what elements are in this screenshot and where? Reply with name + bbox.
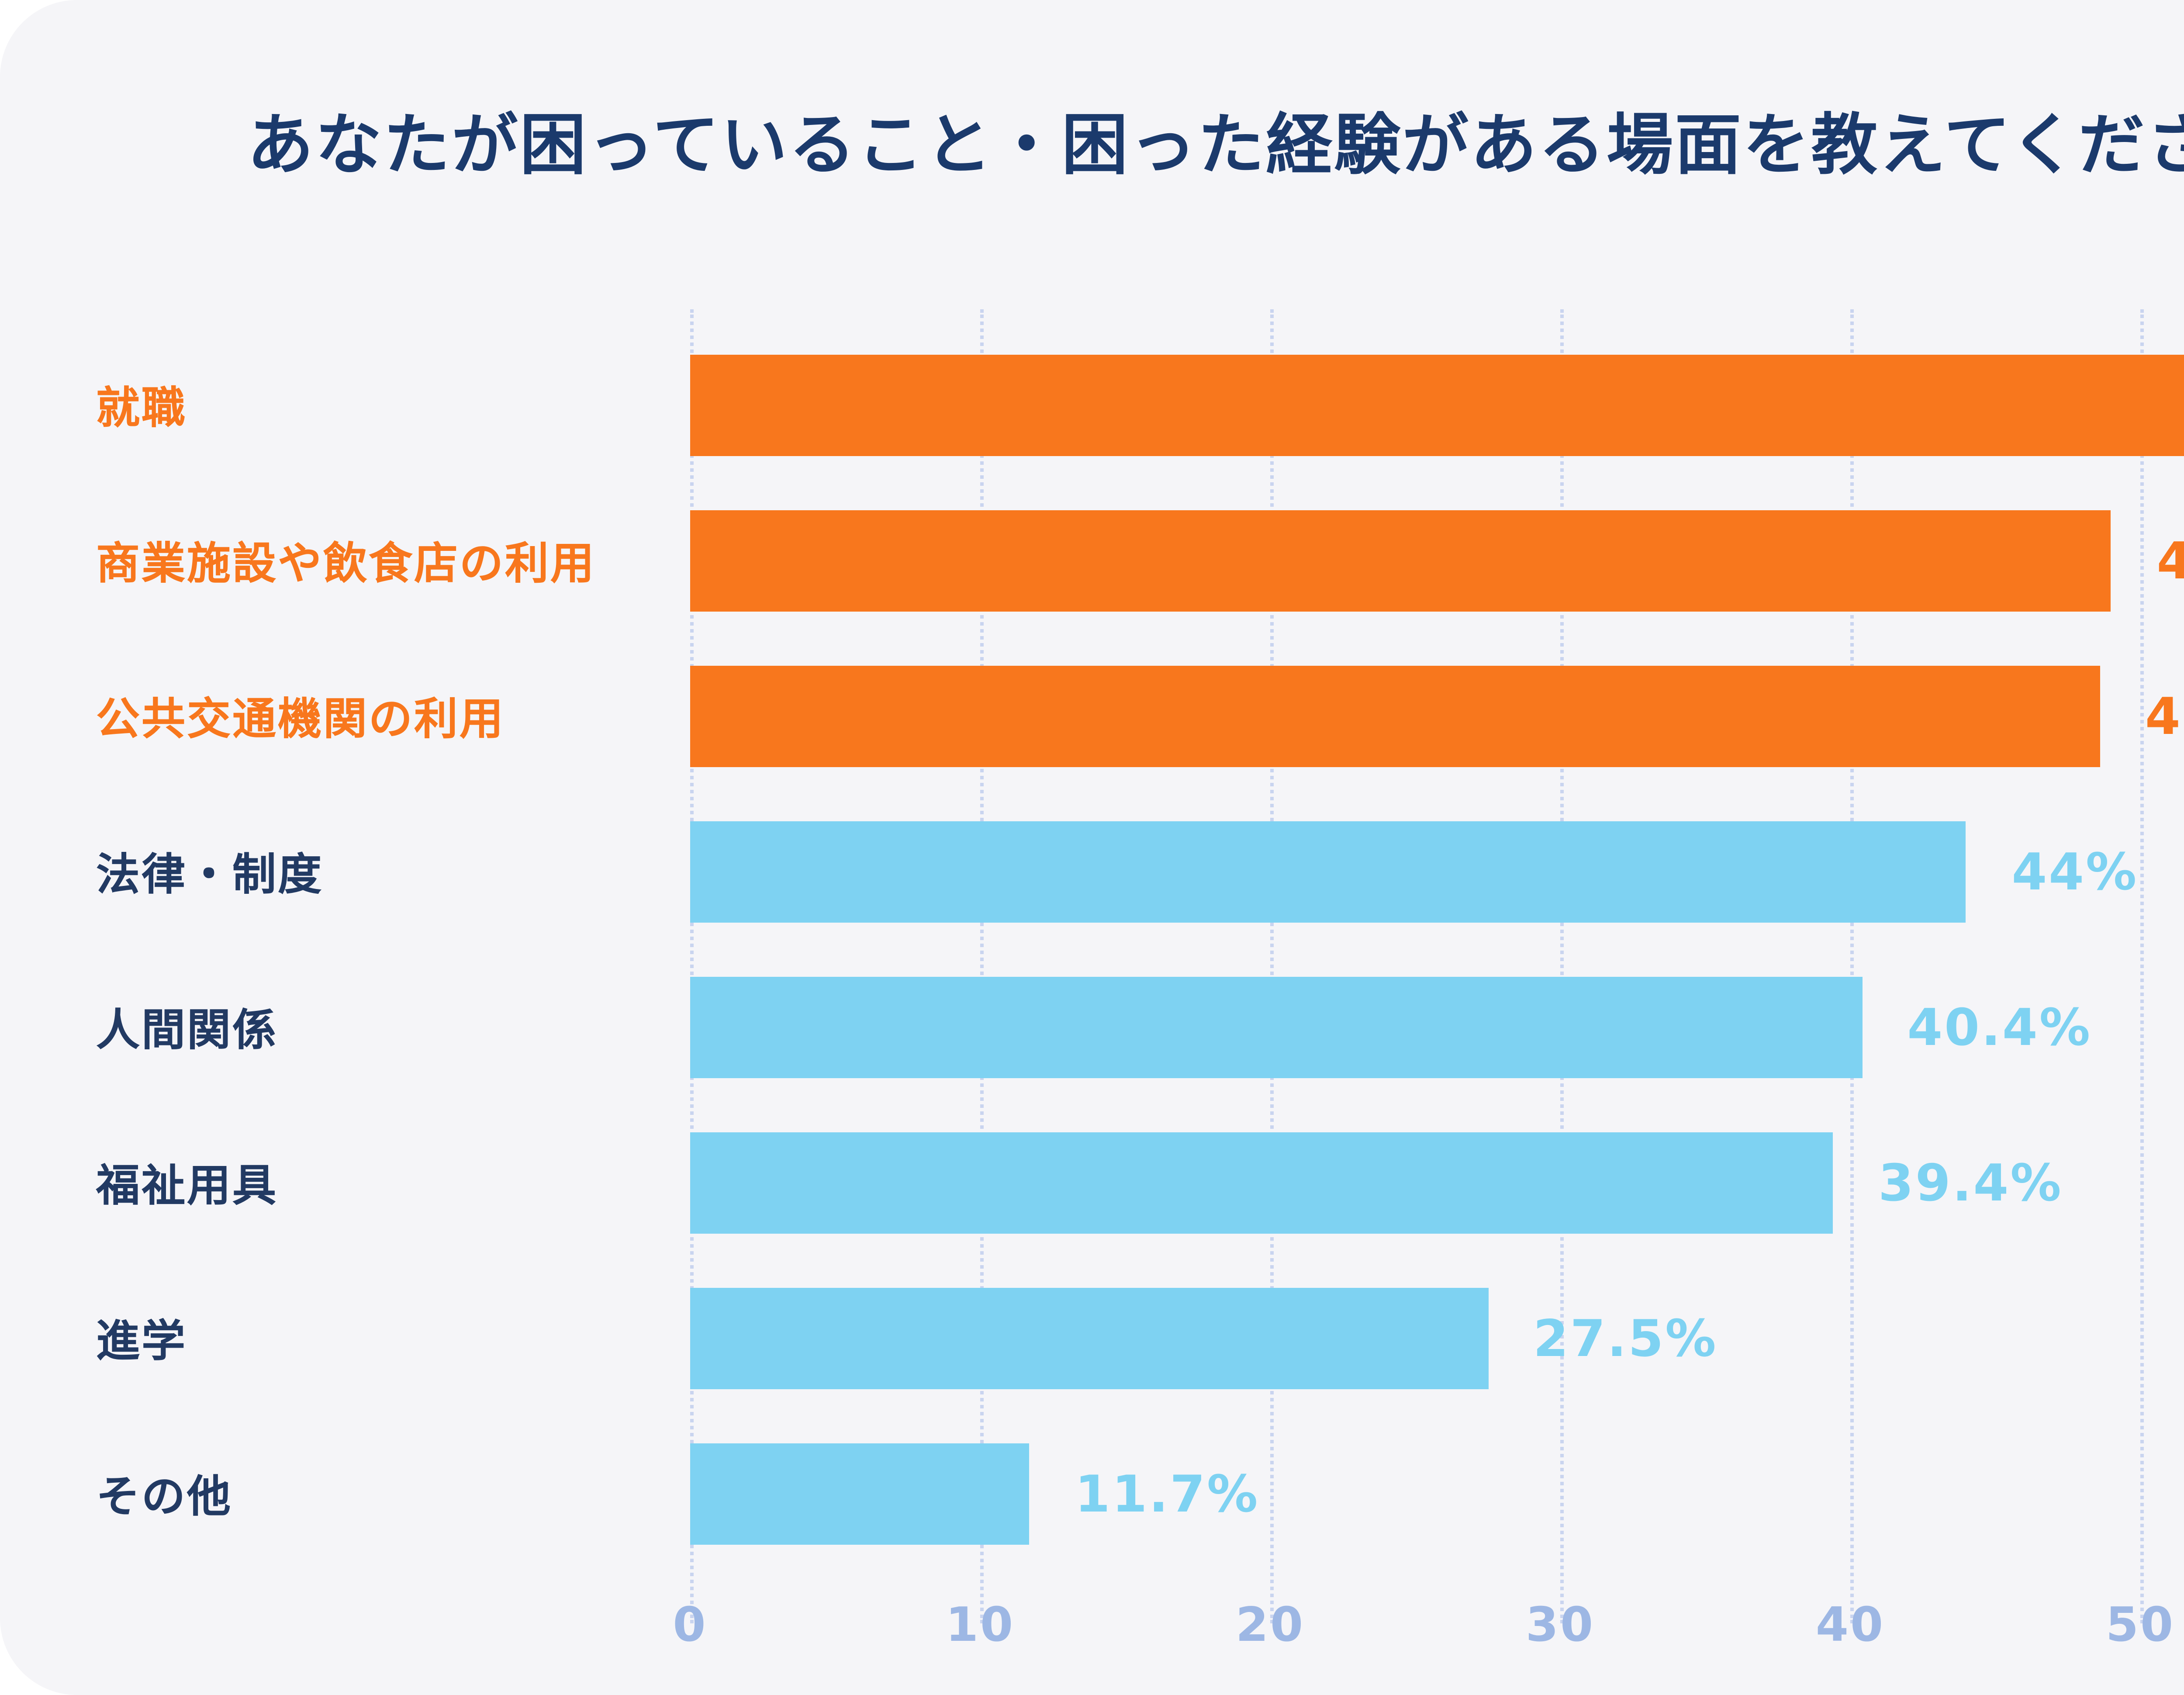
chart-row: 人間関係 40.4% xyxy=(96,949,2184,1104)
bar xyxy=(690,820,1966,922)
x-tick-label: 20 xyxy=(1235,1599,1305,1653)
bar xyxy=(690,665,2100,766)
chart-row: その他 11.7% xyxy=(96,1415,2184,1571)
bar xyxy=(690,976,1862,1077)
category-label: 公共交通機関の利用 xyxy=(96,693,505,744)
bar xyxy=(690,354,2184,455)
value-label: 39.4% xyxy=(1878,1152,2063,1212)
bar xyxy=(690,509,2111,611)
gridline xyxy=(1850,309,1854,1623)
gridline xyxy=(1270,309,1274,1623)
x-tick-label: 0 xyxy=(673,1599,708,1653)
bar xyxy=(690,1287,1488,1388)
gridlines-layer xyxy=(690,309,2184,1623)
value-label: 49% xyxy=(2157,530,2184,590)
chart-row: 福祉用具 39.4% xyxy=(96,1104,2184,1260)
x-tick-label: 40 xyxy=(1815,1599,1885,1653)
chart-row: 公共交通機関の利用 48.6% xyxy=(96,638,2184,793)
category-label: 福祉用具 xyxy=(96,1159,278,1210)
chart-rows: 就職56% 商業施設や飲食店の利用 49% 公共交通機関の利用 48.6% 法律・制度 44… xyxy=(96,327,2184,1571)
value-label: 40.4% xyxy=(1907,997,2092,1056)
chart-title: あなたが困っていること・困った経験がある場面を教えてください xyxy=(247,107,2184,183)
chart-row: 商業施設や飲食店の利用 49% xyxy=(96,482,2184,638)
value-label: 11.7% xyxy=(1075,1463,1260,1523)
gridline xyxy=(690,309,694,1623)
category-label: その他 xyxy=(96,1470,233,1521)
x-axis-ticks: 0 10 20 30 40 50 xyxy=(673,1599,2184,1669)
value-label: 48.6% xyxy=(2145,686,2184,745)
gridline xyxy=(980,309,984,1623)
chart-row: 法律・制度 44% xyxy=(96,793,2184,949)
bar xyxy=(690,1131,1833,1233)
bar-chart: 就職56% 商業施設や飲食店の利用 49% 公共交通機関の利用 48.6% 法律・制度 44… xyxy=(96,309,2184,1669)
gridline xyxy=(1560,309,1564,1623)
gridline xyxy=(2140,309,2144,1623)
x-tick-label: 50 xyxy=(2105,1599,2175,1653)
value-label: 44% xyxy=(2011,841,2139,901)
x-tick-label: 10 xyxy=(945,1599,1015,1653)
category-label: 進学 xyxy=(96,1315,187,1366)
x-tick-label: 30 xyxy=(1525,1599,1595,1653)
category-label: 商業施設や飲食店の利用 xyxy=(96,537,596,588)
value-label: 27.5% xyxy=(1533,1308,1718,1367)
category-label: 人間関係 xyxy=(96,1004,278,1055)
category-label: 就職 xyxy=(96,382,187,432)
category-label: 法律・制度 xyxy=(96,848,324,899)
chart-row: 就職56% xyxy=(96,327,2184,482)
bar xyxy=(690,1442,1030,1544)
chart-row: 進学 27.5% xyxy=(96,1260,2184,1415)
